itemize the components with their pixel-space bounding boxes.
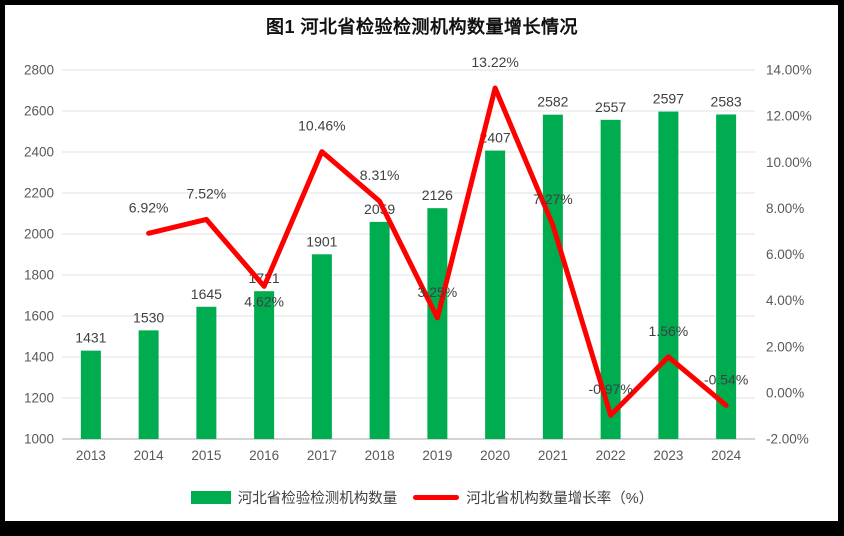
- line-value-label: -0.97%: [588, 381, 632, 397]
- bar: [369, 221, 390, 439]
- x-axis-category-label: 2015: [191, 448, 221, 463]
- bar: [196, 306, 217, 439]
- left-axis-tick-label: 1600: [24, 309, 54, 324]
- bar: [254, 291, 275, 439]
- bar: [311, 254, 332, 439]
- line-value-label: 13.22%: [471, 54, 518, 70]
- legend-label: 河北省检验检测机构数量: [237, 491, 398, 507]
- x-axis-category-label: 2023: [653, 448, 683, 463]
- chart-title: 图1 河北省检验检测机构数量增长情况: [265, 17, 578, 37]
- x-axis-category-label: 2021: [538, 448, 568, 463]
- bar: [138, 330, 159, 439]
- bar-value-label: 2557: [595, 99, 626, 115]
- bar: [427, 208, 448, 439]
- left-axis-tick-label: 2600: [24, 104, 54, 119]
- line-value-label: 7.52%: [187, 185, 227, 201]
- bar-value-label: 1901: [306, 233, 337, 249]
- left-axis-tick-label: 1000: [24, 432, 54, 447]
- line-value-label: 4.62%: [244, 293, 284, 309]
- right-axis-tick-label: 14.00%: [766, 63, 812, 78]
- bar: [658, 111, 679, 440]
- left-axis-tick-label: 2000: [24, 227, 54, 242]
- left-axis-tick-label: 2200: [24, 186, 54, 201]
- bar-value-label: 1431: [75, 330, 106, 346]
- right-axis-tick-label: -2.00%: [766, 432, 809, 447]
- chart-legend: 河北省检验检测机构数量 河北省机构数量增长率（%）: [0, 487, 844, 508]
- bar-value-label: 1530: [133, 309, 164, 325]
- right-axis-tick-label: 8.00%: [766, 201, 804, 216]
- bar-value-label: 1645: [191, 286, 222, 302]
- x-axis-category-label: 2020: [480, 448, 510, 463]
- right-axis-tick-label: 0.00%: [766, 385, 804, 400]
- x-axis-category-label: 2024: [711, 448, 742, 463]
- growth-rate-line: [146, 85, 729, 418]
- legend-label: 河北省机构数量增长率（%）: [466, 491, 654, 507]
- left-axis-tick-label: 1200: [24, 391, 54, 406]
- x-axis-category-label: 2019: [422, 448, 452, 463]
- legend-line-swatch: [413, 495, 460, 500]
- bar: [80, 350, 101, 439]
- bar-value-label: 2126: [422, 187, 453, 203]
- bar-value-label: 2407: [480, 130, 511, 146]
- x-axis-category-label: 2013: [76, 448, 106, 463]
- bar: [485, 150, 506, 439]
- line-value-label: -0.54%: [704, 371, 748, 387]
- bar: [600, 119, 621, 439]
- bar: [716, 114, 737, 440]
- x-axis-category-label: 2018: [365, 448, 395, 463]
- legend-bar-swatch: [190, 491, 231, 504]
- line-value-label: 7.27%: [533, 191, 573, 207]
- line-value-label: 3.25%: [418, 284, 458, 300]
- left-axis-tick-label: 2800: [24, 63, 54, 78]
- right-axis-tick-label: 6.00%: [766, 247, 804, 262]
- x-axis-category-label: 2017: [307, 448, 337, 463]
- left-axis-tick-label: 1800: [24, 268, 54, 283]
- right-axis-tick-label: 2.00%: [766, 339, 804, 354]
- x-axis-category-label: 2022: [596, 448, 626, 463]
- left-axis-tick-label: 1400: [24, 350, 54, 365]
- right-axis-tick-label: 12.00%: [766, 109, 812, 124]
- bar-value-label: 2583: [711, 93, 742, 109]
- line-value-label: 10.46%: [298, 118, 345, 134]
- left-axis-tick-label: 2400: [24, 145, 54, 160]
- line-value-label: 1.56%: [649, 323, 689, 339]
- right-axis-tick-label: 10.00%: [766, 155, 812, 170]
- line-value-label: 8.31%: [360, 167, 400, 183]
- x-axis-category-label: 2016: [249, 448, 279, 463]
- right-axis-tick-label: 4.00%: [766, 293, 804, 308]
- bar-value-label: 2597: [653, 91, 684, 107]
- x-axis-category-label: 2014: [134, 448, 165, 463]
- bar-value-label: 2582: [537, 94, 568, 110]
- bar: [542, 114, 563, 439]
- line-value-label: 6.92%: [129, 199, 169, 215]
